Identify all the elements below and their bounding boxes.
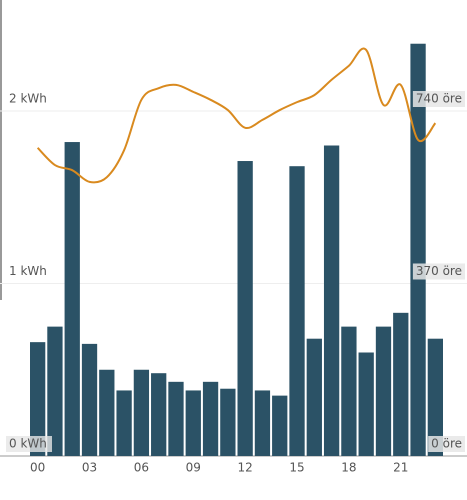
bar (323, 145, 340, 456)
bar (151, 373, 167, 456)
bar (81, 343, 98, 456)
tick-label-bg (6, 436, 52, 452)
bar (185, 390, 201, 456)
price-line (36, 47, 437, 184)
x-tick-label: 18 (341, 461, 356, 475)
bar (358, 352, 374, 456)
bar (254, 390, 271, 456)
bar (168, 381, 184, 456)
bar (237, 161, 253, 456)
tick-label-bg (412, 263, 465, 280)
y-tick-label: 1 kWh (9, 264, 47, 278)
y2-tick-label: 370 öre (416, 264, 462, 278)
y2-tick-label: 740 öre (416, 92, 462, 106)
x-tick-label: 21 (393, 461, 408, 475)
bar (30, 342, 46, 456)
bar (202, 381, 219, 456)
bar (341, 326, 357, 456)
bar (375, 326, 392, 456)
y-tick-label: 2 kWh (9, 92, 47, 106)
bar (64, 142, 80, 457)
x-tick-label: 06 (134, 461, 149, 475)
y-tick-label: 0 kWh (9, 437, 47, 451)
x-tick-label: 15 (289, 461, 304, 475)
x-tick-label: 09 (186, 461, 201, 475)
bar (220, 388, 236, 456)
x-tick-label: 03 (82, 461, 97, 475)
x-tick-label: 00 (30, 461, 45, 475)
bar (306, 338, 322, 456)
tick-label-bg (428, 436, 465, 452)
bar (116, 390, 132, 456)
bar (47, 326, 63, 456)
bar (99, 369, 115, 456)
bar (133, 369, 150, 456)
tick-label-bg (412, 91, 465, 107)
bar (289, 166, 305, 456)
bar (410, 43, 426, 456)
x-tick-label: 12 (238, 461, 253, 475)
bar (393, 312, 409, 456)
bar (427, 338, 443, 456)
y2-tick-label: 0 öre (431, 437, 462, 451)
bar (272, 395, 288, 456)
